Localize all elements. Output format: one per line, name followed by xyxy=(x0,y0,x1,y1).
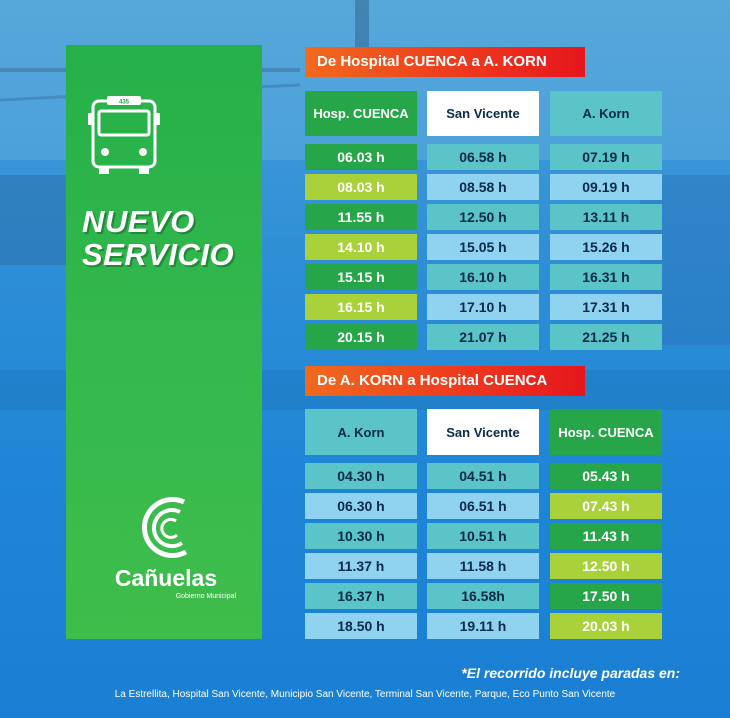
time-cell: 17.10 h xyxy=(427,294,539,320)
time-cell: 19.11 h xyxy=(427,613,539,639)
title-line-1: NUEVO xyxy=(82,204,195,239)
time-cell: 16.31 h xyxy=(550,264,662,290)
bus-icon: 435 xyxy=(88,96,160,174)
time-cell: 13.11 h xyxy=(550,204,662,230)
time-cell: 04.30 h xyxy=(305,463,417,489)
footer-stops: La Estrellita, Hospital San Vicente, Mun… xyxy=(114,689,616,700)
route-2-header-san-vicente: San Vicente xyxy=(427,409,539,455)
time-cell: 11.55 h xyxy=(305,204,417,230)
route-1-header-san-vicente: San Vicente xyxy=(427,91,539,136)
time-cell: 17.31 h xyxy=(550,294,662,320)
brand-name: Cañuelas xyxy=(114,565,218,591)
time-cell: 18.50 h xyxy=(305,613,417,639)
time-cell: 10.30 h xyxy=(305,523,417,549)
time-cell: 06.51 h xyxy=(427,493,539,519)
time-cell: 16.58h xyxy=(427,583,539,609)
route-2-header-hosp-cuenca: Hosp. CUENCA xyxy=(550,409,662,455)
title-line-2: SERVICIO xyxy=(82,237,235,272)
time-cell: 06.58 h xyxy=(427,144,539,170)
time-cell: 10.51 h xyxy=(427,523,539,549)
time-cell: 21.07 h xyxy=(427,324,539,350)
time-cell: 08.03 h xyxy=(305,174,417,200)
route-1-header-hosp-cuenca: Hosp. CUENCA xyxy=(305,91,417,136)
time-cell: 17.50 h xyxy=(550,583,662,609)
time-cell: 14.10 h xyxy=(305,234,417,260)
time-cell: 15.26 h xyxy=(550,234,662,260)
time-cell: 21.25 h xyxy=(550,324,662,350)
route-1-header-a-korn: A. Korn xyxy=(550,91,662,136)
time-cell: 09.19 h xyxy=(550,174,662,200)
bus-number: 435 xyxy=(119,100,130,106)
time-cell: 15.05 h xyxy=(427,234,539,260)
time-cell: 20.03 h xyxy=(550,613,662,639)
time-cell: 08.58 h xyxy=(427,174,539,200)
time-cell: 12.50 h xyxy=(550,553,662,579)
left-panel: 435 NUEVO SERVICIO Cañuelas Gobierno Mun… xyxy=(66,45,262,639)
time-cell: 11.43 h xyxy=(550,523,662,549)
time-cell: 16.37 h xyxy=(305,583,417,609)
time-cell: 07.43 h xyxy=(550,493,662,519)
canuelas-logo-icon xyxy=(141,497,188,558)
footer-note: *El recorrido incluye paradas en: xyxy=(461,665,680,681)
time-cell: 16.10 h xyxy=(427,264,539,290)
route-1-title: De Hospital CUENCA a A. KORN xyxy=(305,47,585,77)
time-cell: 06.03 h xyxy=(305,144,417,170)
route-2-title: De A. KORN a Hospital CUENCA xyxy=(305,366,585,396)
time-cell: 16.15 h xyxy=(305,294,417,320)
time-cell: 11.37 h xyxy=(305,553,417,579)
time-cell: 04.51 h xyxy=(427,463,539,489)
time-cell: 07.19 h xyxy=(550,144,662,170)
time-cell: 20.15 h xyxy=(305,324,417,350)
time-cell: 06.30 h xyxy=(305,493,417,519)
route-2-header-a-korn: A. Korn xyxy=(305,409,417,455)
time-cell: 12.50 h xyxy=(427,204,539,230)
page-title: NUEVO SERVICIO xyxy=(82,205,257,271)
brand-subtitle: Gobierno Municipal xyxy=(175,593,236,600)
time-cell: 05.43 h xyxy=(550,463,662,489)
time-cell: 11.58 h xyxy=(427,553,539,579)
time-cell: 15.15 h xyxy=(305,264,417,290)
